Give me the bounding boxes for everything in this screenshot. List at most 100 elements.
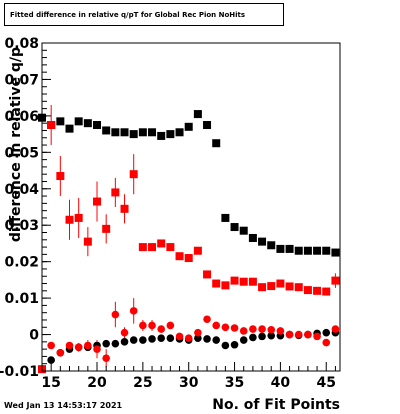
y-tick-label: 0.01: [4, 291, 39, 307]
square-marker: [56, 117, 65, 126]
circle-marker: [47, 341, 55, 350]
axes: 15 20 25 30 35 40 45 -0.01 0 0.01 0.02 0.03 0.04 0.05…: [0, 36, 336, 391]
square-marker: [157, 131, 166, 140]
square-marker: [120, 204, 129, 213]
x-tick-label: 25: [133, 375, 152, 391]
circle-marker: [139, 321, 147, 330]
square-marker: [102, 224, 111, 233]
y-tick-label: 0.05: [4, 145, 39, 161]
square-marker: [203, 121, 212, 129]
circle-marker: [74, 343, 83, 352]
x-tick-label: 40: [271, 375, 291, 391]
chart-title: Fitted difference in relative q/pT for G…: [4, 3, 284, 26]
square-marker: [276, 279, 285, 288]
circle-marker: [93, 345, 101, 353]
x-tick-label: 45: [317, 375, 336, 391]
square-marker: [322, 287, 331, 296]
circle-marker: [47, 356, 55, 364]
y-tick-label: 0: [29, 328, 39, 344]
circle-marker: [157, 325, 165, 333]
circle-marker: [239, 327, 248, 335]
circle-marker: [276, 327, 285, 335]
square-marker: [267, 282, 276, 291]
circle-marker: [102, 339, 110, 348]
circle-marker: [304, 330, 312, 339]
square-marker: [221, 281, 230, 290]
square-marker: [294, 246, 303, 255]
square-marker: [193, 246, 202, 255]
circle-marker: [129, 336, 138, 344]
square-marker: [239, 226, 248, 235]
circle-marker: [129, 307, 138, 315]
circle-marker: [194, 328, 202, 337]
square-marker: [111, 128, 120, 137]
data-markers: [38, 110, 340, 374]
circle-marker: [157, 334, 165, 343]
square-marker: [212, 139, 221, 148]
circle-marker: [111, 310, 120, 319]
circle-marker: [184, 334, 193, 343]
circle-marker: [285, 330, 294, 339]
square-marker: [184, 122, 193, 131]
x-tick-label: 20: [87, 375, 107, 391]
square-marker: [129, 170, 138, 179]
square-marker: [221, 213, 230, 222]
square-marker: [175, 128, 184, 137]
circle-marker: [249, 333, 257, 342]
square-marker: [83, 237, 92, 246]
square-marker: [276, 244, 285, 253]
circle-marker: [221, 341, 230, 350]
y-tick-label: 0.04: [4, 182, 39, 198]
square-marker: [322, 246, 331, 255]
circle-marker: [294, 330, 303, 339]
circle-marker: [111, 339, 120, 348]
circle-marker: [120, 328, 129, 337]
circle-marker: [267, 331, 276, 340]
square-marker: [303, 246, 312, 255]
circle-marker: [212, 336, 221, 344]
square-marker: [184, 254, 193, 263]
circle-marker: [249, 325, 257, 333]
circle-marker: [148, 335, 156, 343]
circle-marker: [194, 334, 202, 343]
square-marker: [47, 121, 56, 129]
square-marker: [166, 243, 175, 252]
circle-marker: [322, 328, 331, 337]
square-marker: [93, 197, 102, 206]
circle-marker: [322, 338, 331, 347]
square-marker: [212, 279, 221, 288]
square-marker: [157, 239, 166, 248]
square-marker: [239, 277, 248, 286]
y-tick-label: -0.01: [0, 364, 39, 380]
square-marker: [111, 188, 120, 197]
circle-marker: [175, 332, 184, 341]
circle-marker: [230, 340, 239, 349]
circle-marker: [56, 348, 65, 357]
square-marker: [313, 246, 322, 255]
square-marker: [83, 119, 92, 128]
square-marker: [248, 277, 257, 286]
circle-marker: [267, 326, 276, 334]
square-marker: [294, 283, 303, 292]
square-marker: [65, 215, 74, 224]
square-marker: [193, 110, 202, 119]
square-marker: [285, 244, 294, 253]
square-marker: [203, 270, 212, 279]
square-marker: [331, 276, 340, 285]
x-tick-label: 30: [179, 375, 199, 391]
square-marker: [120, 128, 129, 137]
square-marker: [102, 126, 111, 135]
square-marker: [285, 282, 294, 291]
square-marker: [93, 121, 102, 129]
circle-marker: [230, 324, 239, 332]
circle-marker: [239, 336, 248, 344]
square-marker: [56, 172, 65, 181]
square-marker: [148, 243, 157, 252]
y-axis-label: difference in relative q/p: [8, 47, 24, 242]
circle-marker: [120, 338, 129, 346]
square-marker: [230, 276, 239, 285]
square-marker: [74, 213, 83, 222]
x-tick-label: 15: [41, 375, 60, 391]
timestamp: Wed Jan 13 14:53:17 2021: [4, 401, 123, 410]
x-axis-label: No. of Fit Points: [212, 397, 340, 413]
